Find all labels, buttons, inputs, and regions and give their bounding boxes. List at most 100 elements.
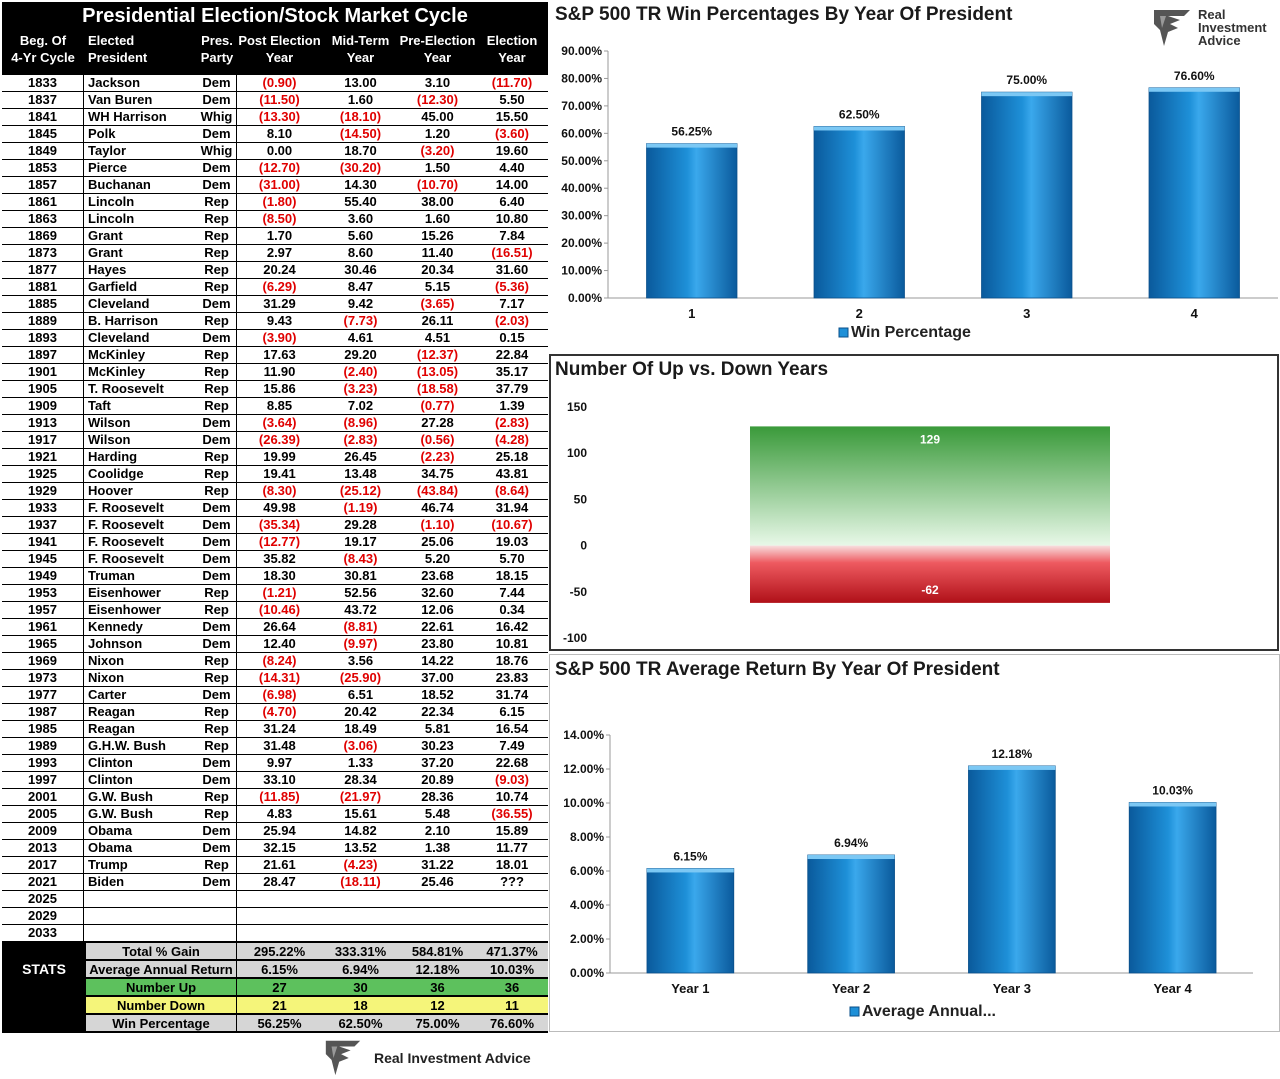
- table-row: 2033: [2, 925, 548, 942]
- table-cell: [322, 908, 399, 924]
- table-cell: Cleveland: [88, 330, 150, 345]
- table-cell: 28.47: [263, 874, 296, 889]
- table-cell: 28.36: [421, 789, 454, 804]
- x-tick-label: 1: [688, 306, 695, 321]
- y-tick-label: 12.00%: [563, 762, 604, 776]
- table-cell: (36.55): [491, 806, 533, 821]
- table-cell: 12.40: [263, 636, 296, 651]
- table-row: 1869 Grant Rep 1.70 5.60 15.26 7.84: [2, 228, 548, 245]
- table-cell: [476, 891, 548, 907]
- table-cell: 5.48: [424, 806, 451, 821]
- table-cell: 2001: [2, 789, 84, 805]
- table-cell: 37.79: [495, 381, 529, 396]
- table-cell: 25.18: [495, 449, 529, 464]
- x-tick-label: Year 2: [832, 981, 870, 996]
- table-cell: 37.20: [421, 755, 454, 770]
- table-cell: 5.15: [424, 279, 451, 294]
- table-cell: 1909: [2, 398, 84, 414]
- table-cell: Grant: [88, 245, 123, 260]
- table-cell: 20.34: [421, 262, 454, 277]
- table-cell: [197, 891, 237, 907]
- table-cell: [322, 891, 399, 907]
- table-cell: 26.64: [263, 619, 296, 634]
- table-cell: 14.82: [344, 823, 377, 838]
- table-cell: [237, 908, 322, 924]
- table-cell: (35.34): [258, 517, 301, 532]
- table-row: 1863 Lincoln Rep (8.50) 3.60 1.60 10.80: [2, 211, 548, 228]
- table-cell: 30.23: [421, 738, 454, 753]
- table-cell: 0.34: [499, 602, 525, 617]
- table-cell: (1.21): [262, 585, 297, 600]
- table-cell: 1965: [2, 636, 84, 652]
- table-row: 2029: [2, 908, 548, 925]
- table-cell: Dem: [197, 551, 237, 567]
- table-cell: (4.23): [343, 857, 378, 872]
- table-cell: (3.23): [343, 381, 378, 396]
- table-cell: (7.73): [343, 313, 378, 328]
- table-cell: B. Harrison: [88, 313, 159, 328]
- legend-label: Win Percentage: [851, 324, 971, 341]
- chart-title: Number Of Up vs. Down Years: [555, 359, 829, 380]
- table-cell: 1853: [2, 160, 84, 176]
- table-cell: 8.85: [266, 398, 293, 413]
- table-cell: 1.70: [266, 228, 293, 243]
- table-cell: 1833: [2, 75, 84, 91]
- x-tick-label: 2: [856, 306, 863, 321]
- brand-footer-text: Real Investment Advice: [374, 1050, 531, 1066]
- table-header: Beg. Of 4-Yr Cycle Elected President Pres. Pa…: [2, 31, 548, 67]
- legend-swatch: [849, 1006, 860, 1017]
- table-cell: 1877: [2, 262, 84, 278]
- table-cell: 5.20: [424, 551, 451, 566]
- table-cell: 20.89: [421, 772, 454, 787]
- table-cell: Dem: [197, 772, 237, 788]
- table-cell: 6.15: [499, 704, 525, 719]
- table-cell: Grant: [88, 228, 123, 243]
- table-cell: 1889: [2, 313, 84, 329]
- table-cell: [399, 891, 476, 907]
- table-cell: Dem: [197, 755, 237, 771]
- table-cell: [322, 925, 399, 941]
- table-cell: Rep: [197, 279, 237, 295]
- brand-logo-text: Real Investment Advice: [1198, 7, 1267, 48]
- y-tick-label: 30.00%: [561, 209, 602, 223]
- table-cell: 2009: [2, 823, 84, 839]
- table-cell: 25.06: [421, 534, 454, 549]
- table-cell: 1969: [2, 653, 84, 669]
- table-cell: 7.44: [499, 585, 525, 600]
- table-cell: Polk: [88, 126, 116, 141]
- table-cell: [84, 908, 197, 924]
- table-cell: 5.50: [499, 92, 525, 107]
- table-cell: 32.60: [421, 585, 454, 600]
- table-cell: Dem: [197, 517, 237, 533]
- table-cell: (3.06): [343, 738, 378, 753]
- y-tick-label: 40.00%: [561, 181, 602, 195]
- table-cell: (13.05): [416, 364, 459, 379]
- up-bar: [750, 426, 1110, 546]
- table-cell: Rep: [197, 585, 237, 601]
- table-cell: 52.56: [344, 585, 377, 600]
- table-cell: (30.20): [339, 160, 382, 175]
- table-cell: Dem: [197, 92, 237, 108]
- stats-value: 75.00%: [415, 1016, 460, 1031]
- table-cell: 18.52: [421, 687, 454, 702]
- stats-row-label: Win Percentage: [86, 1015, 237, 1032]
- bar: [646, 143, 738, 299]
- table-cell: Rep: [197, 721, 237, 737]
- table-cell: (8.81): [343, 619, 378, 634]
- table-cell: (9.97): [343, 636, 378, 651]
- table-row: 1845 Polk Dem 8.10 (14.50) 1.20 (3.60): [2, 126, 548, 143]
- table-cell: 11.40: [421, 245, 454, 260]
- table-row: 2009 Obama Dem 25.94 14.82 2.10 15.89: [2, 823, 548, 840]
- table-cell: Obama: [88, 840, 133, 855]
- table-cell: (14.50): [339, 126, 382, 141]
- table-cell: 15.86: [263, 381, 296, 396]
- table-cell: 5.81: [424, 721, 451, 736]
- stats-row: Number Down 21 18 12 11: [86, 997, 548, 1014]
- table-cell: Dem: [197, 160, 237, 176]
- table-cell: [237, 891, 322, 907]
- table-cell: 7.49: [499, 738, 525, 753]
- table-cell: (10.70): [416, 177, 459, 192]
- table-cell: Dem: [197, 534, 237, 550]
- table-cell: 1881: [2, 279, 84, 295]
- eagle-logo-icon: [325, 1040, 361, 1076]
